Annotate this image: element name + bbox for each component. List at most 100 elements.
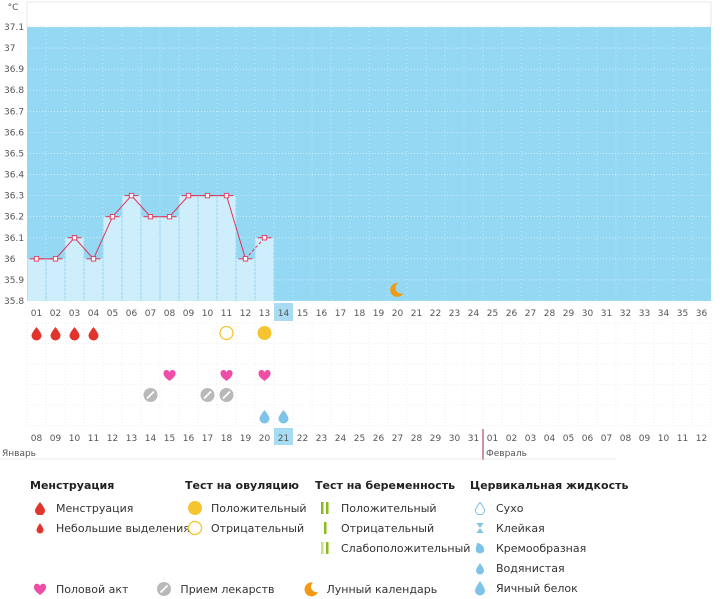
cycle-day-label: 28 <box>544 309 556 319</box>
blood-drop-icon <box>88 327 99 341</box>
temperature-point <box>204 192 211 199</box>
legend-label: Прием лекарств <box>180 582 275 596</box>
temperature-bar <box>179 195 198 301</box>
temperature-point <box>223 192 230 199</box>
blood-drop-icon <box>69 327 80 341</box>
small-water-drop-icon <box>470 560 490 576</box>
calendar-date-label: 12 <box>107 434 118 444</box>
calendar-date-label: 17 <box>202 434 213 444</box>
calendar-date-label: 09 <box>639 434 651 444</box>
calendar-date-label: 20 <box>259 434 271 444</box>
temperature-point <box>261 235 268 241</box>
legend-label: Водянистая <box>496 561 565 575</box>
cycle-day-label: 20 <box>392 309 404 319</box>
marker-rows <box>31 325 289 424</box>
legend-fluid-creamy: Кремообразная <box>470 538 628 558</box>
calendar-dates: 08 09 10 11 12 13 14 15 16 17 18 19 20 21 22 23 24 25 26 27… <box>0 428 707 460</box>
temperature-bar <box>103 216 122 301</box>
cycle-day-label: 30 <box>582 309 594 319</box>
calendar-date-label: 01 <box>487 434 498 444</box>
calendar-date-label: 08 <box>620 434 632 444</box>
y-tick-label: 37.1 <box>4 23 24 33</box>
legend-label: Отрицательный <box>211 521 305 535</box>
temperature-segment <box>112 195 132 218</box>
water-drop-icon <box>278 410 289 424</box>
calendar-date-label: 15 <box>164 434 175 444</box>
cycle-day-label: 08 <box>164 309 176 319</box>
cycle-day-label: 04 <box>88 309 100 319</box>
cycle-day-label: 01 <box>31 309 42 319</box>
cycle-day-label: 24 <box>468 309 480 319</box>
temperature-bar <box>160 216 179 301</box>
cycle-day-label: 06 <box>126 309 138 319</box>
y-tick-label: 36.8 <box>4 86 24 96</box>
double-stripe-icon <box>315 500 335 516</box>
cycle-day-label: 26 <box>506 309 518 319</box>
cycle-day-label: 29 <box>563 309 575 319</box>
pill-icon-stroke <box>146 390 155 400</box>
legend-intercourse: Половой акт <box>30 579 128 599</box>
month-label-start: Январь <box>2 449 36 459</box>
legend-medication: Прием лекарств <box>154 579 275 599</box>
temperature-point <box>166 214 173 220</box>
cycle-day-label: 32 <box>620 309 631 319</box>
calendar-date-label: 19 <box>240 434 252 444</box>
legend-label: Кремообразная <box>496 541 587 555</box>
calendar-date-label: 25 <box>354 434 365 444</box>
calendar-date-label: 22 <box>297 434 308 444</box>
cycle-day-label: 17 <box>335 309 346 319</box>
cycle-day-label: 10 <box>202 309 214 319</box>
temperature-segment <box>93 216 113 260</box>
calendar-date-label: 04 <box>544 434 556 444</box>
cycle-day-label: 21 <box>411 309 422 319</box>
temperature-point <box>109 214 116 220</box>
calendar-date-label: 14 <box>145 434 157 444</box>
cycle-day-label: 22 <box>430 309 441 319</box>
legend-label: Положительный <box>341 501 437 515</box>
temperature-segment <box>169 195 189 218</box>
calendar-date-label: 16 <box>183 434 195 444</box>
cycle-day-label: 07 <box>145 309 156 319</box>
legend-menstruation-title: Менструация <box>30 479 115 492</box>
calendar-date-label: 13 <box>126 434 137 444</box>
temperature-segment <box>131 195 151 218</box>
pill-icon <box>154 581 174 597</box>
moon-icon <box>301 581 321 597</box>
temperature-bar <box>46 258 65 301</box>
cycle-day-label: 33 <box>639 309 650 319</box>
temperature-bar <box>84 258 103 301</box>
calendar-date-label: 10 <box>658 434 670 444</box>
calendar-date-label: 07 <box>601 434 612 444</box>
temperature-point <box>242 256 249 262</box>
calendar-date-label: 29 <box>430 434 442 444</box>
weak-stripe-icon <box>315 540 335 556</box>
blood-drop-icon <box>50 327 61 341</box>
y-tick-label: 36 <box>4 255 16 265</box>
heart-icon <box>30 581 50 597</box>
calendar-date-label: 30 <box>449 434 461 444</box>
legend-cervical-fluid: Цервикальная жидкость Сухо Клейкая Кремо… <box>470 479 628 598</box>
cycle-day-label: 09 <box>183 309 195 319</box>
temperature-bar <box>198 195 217 301</box>
outline-drop-icon <box>470 500 490 516</box>
cycle-day-label: 35 <box>677 309 688 319</box>
moon-icon <box>390 282 404 297</box>
temperature-bar <box>65 237 84 301</box>
single-stripe-icon <box>315 520 335 536</box>
pill-icon-stroke <box>222 390 231 400</box>
legend-other: Половой акт Прием лекарств Лунный календ… <box>30 579 463 599</box>
empty-circle-icon <box>219 325 234 341</box>
cycle-day-label: 23 <box>449 309 460 319</box>
cycle-day-label: 27 <box>525 309 536 319</box>
cycle-day-label: 15 <box>297 309 308 319</box>
y-tick-label: 36.3 <box>4 192 24 202</box>
temperature-point <box>90 256 97 262</box>
calendar-date-label: 11 <box>88 434 99 444</box>
cycle-day-label: 05 <box>107 309 118 319</box>
y-tick-label: 36.7 <box>4 107 24 117</box>
legend-moon: Лунный календарь <box>301 579 437 599</box>
legend: Менструация Менструация Небольшие выделе… <box>0 475 720 598</box>
creamy-drop-icon <box>470 540 490 556</box>
filled-circle-icon <box>257 326 272 340</box>
temperature-point <box>147 214 154 220</box>
